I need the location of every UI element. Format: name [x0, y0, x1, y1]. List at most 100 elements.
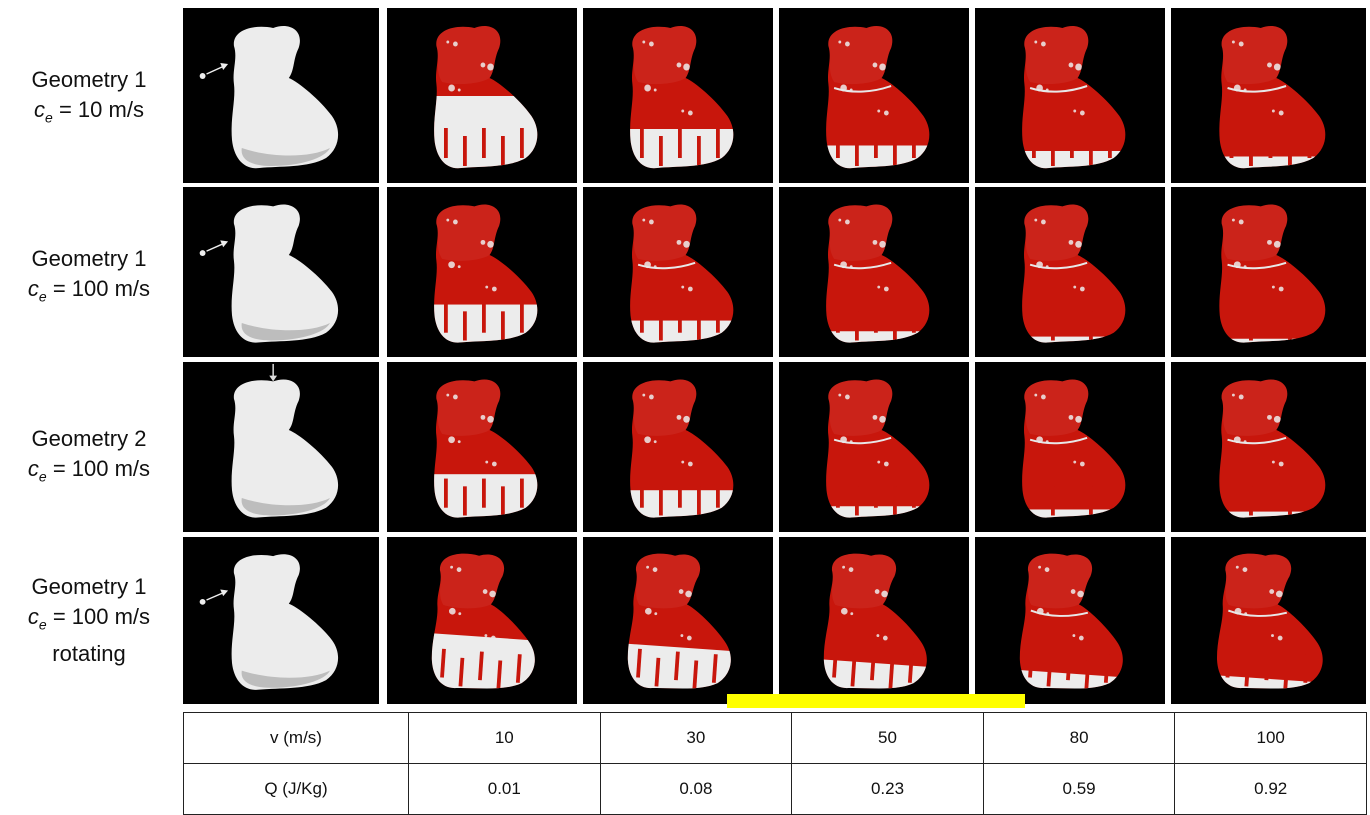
table-cell: 0.59 [982, 763, 1176, 815]
comet-shape [231, 363, 339, 518]
comet-render-panel [183, 537, 379, 704]
undeposited-patches [826, 40, 930, 169]
comet-render-panel [779, 537, 969, 704]
row-label-geometry: Geometry 1 [31, 574, 147, 599]
row-label-speed: ce = 100 m/s [27, 604, 151, 633]
row-label-speed: ce = 10 m/s [34, 97, 144, 126]
undeposited-patches [1219, 218, 1326, 343]
comet-shape [1219, 379, 1326, 518]
comet-body [1217, 553, 1323, 689]
undeposited-patches [826, 218, 930, 343]
comet-render-panel [1171, 362, 1366, 532]
undeposited-patches [1219, 40, 1326, 169]
comet-shape [826, 26, 930, 169]
comet-shape [434, 204, 538, 343]
undeposited-patches [434, 40, 538, 169]
table-cell: 0.08 [599, 763, 793, 815]
comet-body [826, 26, 930, 169]
comet-render-panel [975, 362, 1165, 532]
comet-shape [199, 204, 339, 343]
comet-render-panel [583, 187, 773, 357]
comet-body [1022, 204, 1126, 343]
table-cell-q-label: Q (J/Kg) [183, 763, 409, 815]
comet-shape [630, 204, 734, 343]
comet-render-panel [387, 187, 577, 357]
comet-body [1219, 204, 1326, 343]
row-label-note: rotating [52, 641, 126, 667]
row-label-speed: ce = 100 m/s [27, 456, 151, 485]
comet-render-panel [183, 8, 379, 183]
comet-body [231, 26, 339, 169]
undeposited-patches [429, 565, 542, 694]
comet-shape [1017, 553, 1130, 694]
comet-render-panel [583, 537, 773, 704]
row-label-speed: ce = 100 m/s [27, 276, 151, 305]
comet-render-panel [975, 537, 1165, 704]
comet-body [1022, 379, 1126, 518]
row-label-geometry: Geometry 1 [31, 246, 147, 271]
comet-shape [1219, 204, 1326, 343]
row-label-geometry: Geometry 1 [31, 67, 147, 92]
comet-shape [630, 26, 734, 169]
table-cell: 10 [408, 712, 601, 764]
comet-shape [1022, 26, 1126, 169]
comet-body [1019, 553, 1123, 689]
comet-shape [434, 379, 538, 518]
comet-render-panel [1171, 187, 1366, 357]
impact-arrow-icon [199, 589, 229, 605]
comet-body [231, 204, 339, 343]
table-row-velocity: v (m/s) 10 30 50 80 100 [183, 712, 1367, 764]
table-cell: 50 [791, 712, 984, 764]
undeposited-patches [1022, 218, 1126, 343]
comet-shape [434, 26, 538, 169]
table-cell: 80 [982, 712, 1176, 764]
comet-render-panel [1171, 537, 1366, 704]
table-cell: 100 [1174, 712, 1367, 764]
comet-render-panel [975, 187, 1165, 357]
comet-body [630, 204, 734, 343]
comet-shape [826, 204, 930, 343]
impact-arrow-icon [199, 63, 229, 79]
comet-render-panel [1171, 8, 1366, 183]
comet-render-panel [387, 362, 577, 532]
table-row-energy: Q (J/Kg) 0.01 0.08 0.23 0.59 0.92 [183, 763, 1367, 815]
comet-shape [429, 553, 542, 694]
table-cell: 0.01 [408, 763, 601, 815]
undeposited-patches [630, 40, 734, 169]
table-cell: 30 [599, 712, 793, 764]
comet-render-panel [583, 362, 773, 532]
comet-shape [1022, 379, 1126, 518]
undeposited-patches [625, 565, 738, 694]
comet-render-panel [779, 362, 969, 532]
comet-render-panel [779, 187, 969, 357]
comet-render-panel [583, 8, 773, 183]
comet-shape [199, 26, 339, 169]
comet-body [823, 553, 927, 689]
comet-render-panel [779, 8, 969, 183]
comet-body [630, 379, 734, 518]
comet-body [1022, 26, 1126, 169]
table-cell: 0.23 [791, 763, 984, 815]
impact-arrow-icon [199, 240, 229, 256]
comet-render-panel [975, 8, 1165, 183]
row-label-geometry: Geometry 2 [31, 426, 147, 451]
comet-body [826, 204, 930, 343]
comet-body [231, 554, 339, 690]
comet-shape [625, 553, 738, 694]
comet-render-panel [387, 8, 577, 183]
row-label-3: Geometry 2 ce = 100 m/s [0, 424, 178, 491]
comet-body [1219, 26, 1326, 169]
impact-arrow-icon [269, 363, 278, 382]
row-label-4: Geometry 1 ce = 100 m/s rotating [0, 572, 178, 669]
table-cell: 0.92 [1174, 763, 1367, 815]
comet-body [231, 379, 339, 518]
row-label-2: Geometry 1 ce = 100 m/s [0, 244, 178, 311]
comet-shape [630, 379, 734, 518]
comet-shape [1214, 553, 1331, 694]
comet-shape [199, 554, 339, 690]
comet-body [826, 379, 930, 518]
comet-render-panel [387, 537, 577, 704]
table-cell-v-label: v (m/s) [183, 712, 409, 764]
row-label-1: Geometry 1 ce = 10 m/s [0, 65, 178, 132]
comet-shape [821, 553, 934, 694]
